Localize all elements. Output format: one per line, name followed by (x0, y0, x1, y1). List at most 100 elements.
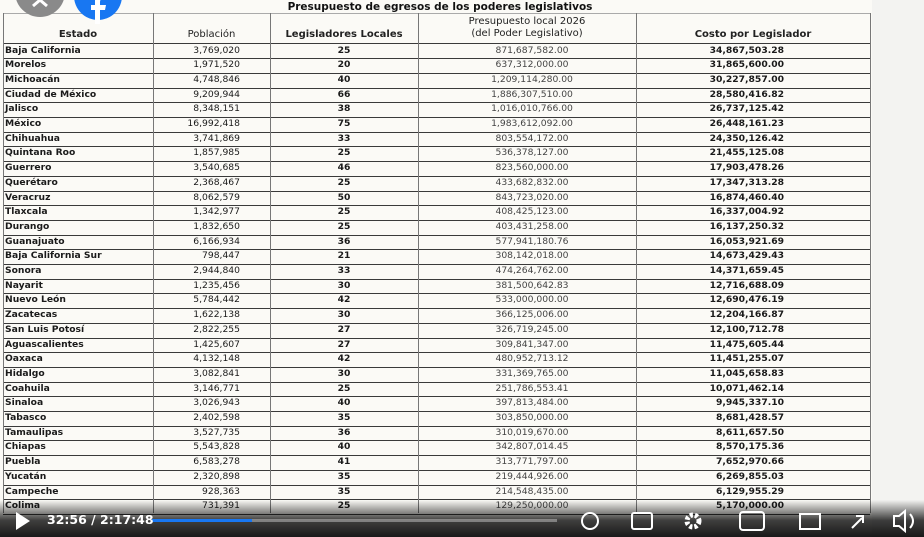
table-cell: 5,543,828 (193, 441, 240, 453)
table-cell: 3,540,685 (193, 162, 240, 174)
settings-icon[interactable] (684, 512, 702, 530)
table-cell: 11,451,255.07 (709, 353, 784, 365)
table-cell: 798,447 (202, 250, 240, 262)
row-border (3, 469, 870, 471)
table-cell: 1,342,977 (193, 206, 240, 218)
table-sheet: Presupuesto de egresos de los poderes le… (3, 1, 871, 515)
table-cell: 12,690,476.19 (709, 294, 784, 306)
playback-time: 32:56 / 2:17:48 (47, 512, 154, 527)
table-cell: 28,580,416.82 (709, 88, 784, 100)
table-cell: 3,026,943 (193, 397, 240, 409)
table-cell: 42 (337, 353, 351, 365)
table-cell: 251,786,553.41 (495, 382, 569, 394)
player-bar (16, 508, 914, 534)
row-border (3, 175, 870, 177)
table-cell: 2,320,898 (193, 470, 240, 482)
table-cell: 38 (337, 103, 351, 115)
table-cell: 30 (337, 367, 351, 379)
table-cell: 35 (337, 470, 351, 482)
table-cell: 11,475,605.44 (709, 338, 784, 350)
row-border (3, 396, 870, 398)
table-cell: 25 (337, 147, 351, 159)
table-cell: 8,348,151 (193, 103, 240, 115)
table-cell: 1,832,650 (193, 220, 240, 232)
table-cell: 1,235,456 (193, 279, 240, 291)
row-border (3, 190, 870, 192)
table-cell: 17,903,478.26 (709, 162, 784, 174)
video-controls (0, 500, 924, 537)
table-cell: 40 (337, 441, 351, 453)
table-cell: 20 (337, 59, 351, 71)
column-border (3, 13, 4, 514)
play-button[interactable] (16, 512, 30, 530)
fullscreen-icon[interactable] (851, 515, 864, 529)
table-cell: 1,622,138 (193, 309, 240, 321)
table-cell: 8,062,579 (193, 191, 240, 203)
table-cell: 2,944,840 (193, 265, 240, 276)
captions-icon[interactable] (581, 512, 599, 530)
table-cell: 397,813,484.00 (495, 397, 569, 409)
table-cell: 14,673,429.43 (709, 250, 784, 262)
table-cell: Tamaulipas (5, 426, 64, 438)
row-border (3, 293, 870, 295)
table-cell: 310,019,670.00 (495, 426, 569, 438)
table-cell: 21 (337, 250, 351, 262)
table-cell: 3,146,771 (193, 382, 240, 394)
table-cell: 309,841,347.00 (495, 338, 569, 350)
row-border (3, 337, 870, 339)
table-cell: Aguascalientes (5, 338, 84, 350)
table-cell: 30,227,857.00 (709, 73, 784, 85)
miniplayer-icon[interactable] (799, 513, 821, 530)
table-cell: 577,941,180.76 (495, 235, 569, 247)
volume-icon[interactable] (893, 508, 914, 534)
table-cell: 1,971,520 (193, 59, 240, 71)
table-cell: 16,053,921.69 (709, 235, 784, 247)
table-cell: 9,209,944 (193, 88, 240, 100)
table-cell: 5,784,442 (193, 294, 240, 306)
table-cell: 66 (337, 88, 351, 100)
table-cell: 2,368,467 (193, 176, 240, 188)
row-border (3, 455, 870, 457)
row-border (3, 146, 870, 148)
table-cell: Coahuila (5, 382, 50, 394)
table-cell: Durango (5, 220, 50, 232)
table-cell: 25 (337, 206, 351, 218)
table-cell: 26,448,161.23 (709, 118, 784, 129)
table-cell: 12,204,166.87 (709, 309, 784, 321)
table-cell: Yucatán (5, 470, 47, 482)
table-cell: 12,100,712.78 (709, 323, 784, 335)
table-cell: 42 (337, 294, 351, 306)
table-cell: 17,347,313.28 (709, 176, 784, 188)
table-cell: Chiapas (5, 441, 46, 453)
table-cell: 3,082,841 (193, 367, 240, 379)
table-cell: 16,874,460.40 (709, 191, 784, 203)
cc-icon[interactable] (739, 511, 765, 531)
table-cell: 10,071,462.14 (709, 382, 784, 394)
clips-icon[interactable] (631, 512, 653, 530)
row-border (3, 205, 870, 207)
table-cell: Guerrero (5, 162, 52, 174)
table-cell: Zacatecas (5, 309, 58, 321)
header-cell: Presupuesto local 2026 (del Poder Legisla… (418, 13, 636, 43)
table-cell: 342,807,014.45 (495, 441, 569, 453)
table-cell: 214,548,435.00 (495, 485, 569, 497)
table-cell: 303,850,000.00 (495, 412, 569, 423)
table-cell: 536,378,127.00 (495, 147, 569, 159)
progress-track[interactable] (152, 519, 557, 522)
column-border (418, 13, 419, 514)
row-border (3, 411, 870, 412)
table-cell: 928,363 (202, 485, 240, 497)
table-cell: 25 (337, 44, 351, 56)
table-cell: 2,402,598 (193, 412, 240, 423)
table-cell: 9,945,337.10 (715, 397, 784, 409)
table-cell: Chihuahua (5, 132, 60, 144)
header-cell: Población (187, 29, 236, 40)
table-cell: 408,425,123.00 (495, 206, 569, 218)
table-cell: 533,000,000.00 (495, 294, 569, 306)
table-cell: Querétaro (5, 176, 58, 188)
row-border (3, 219, 870, 221)
close-button[interactable] (15, 0, 65, 17)
row-border (3, 352, 870, 354)
table-cell: 308,142,018.00 (495, 250, 569, 262)
table-cell: 25 (337, 382, 351, 394)
